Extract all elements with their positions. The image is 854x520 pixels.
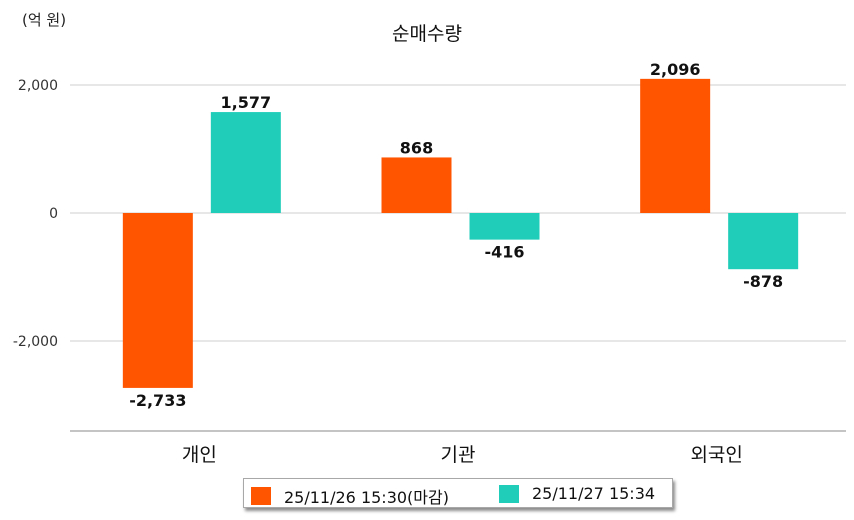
chart-title: 순매수량 <box>392 23 462 45</box>
legend-item[interactable]: 25/11/26 15:30(마감) <box>251 484 449 508</box>
data-label: 2,096 <box>650 60 701 79</box>
data-label: -2,733 <box>129 391 186 410</box>
bars <box>122 78 799 388</box>
y-tick-label: 0 <box>49 206 58 222</box>
y-axis-tick-labels: 2,000 0 -2,000 <box>13 78 58 350</box>
bar <box>381 157 452 213</box>
x-category-label: 외국인 <box>690 444 742 466</box>
data-labels: -2,733 1,577 868 -416 2,096 -878 <box>129 60 783 410</box>
data-label: 1,577 <box>221 93 272 112</box>
y-tick-label: -2,000 <box>13 334 58 350</box>
unit-label: (억 원) <box>22 11 67 29</box>
x-axis-category-labels: 개인 기관 외국인 <box>182 444 743 466</box>
bar <box>469 213 540 240</box>
legend-label: 25/11/27 15:34 <box>532 484 656 503</box>
legend-swatch <box>499 484 519 503</box>
bar <box>122 213 193 388</box>
legend-label: 25/11/26 15:30(마감) <box>284 488 449 507</box>
data-label: -878 <box>743 272 783 291</box>
x-category-label: 기관 <box>441 444 476 466</box>
gridlines <box>70 84 846 342</box>
bar <box>728 213 799 270</box>
data-label: -416 <box>484 243 524 262</box>
legend-item[interactable]: 25/11/27 15:34 <box>499 484 655 503</box>
bar <box>210 112 281 213</box>
legend: 25/11/26 15:30(마감) 25/11/27 15:34 <box>243 478 673 508</box>
bar <box>640 78 711 213</box>
x-category-label: 개인 <box>182 444 217 466</box>
data-label: 868 <box>400 138 433 157</box>
y-tick-label: 2,000 <box>18 78 58 94</box>
legend-swatch <box>251 487 271 505</box>
